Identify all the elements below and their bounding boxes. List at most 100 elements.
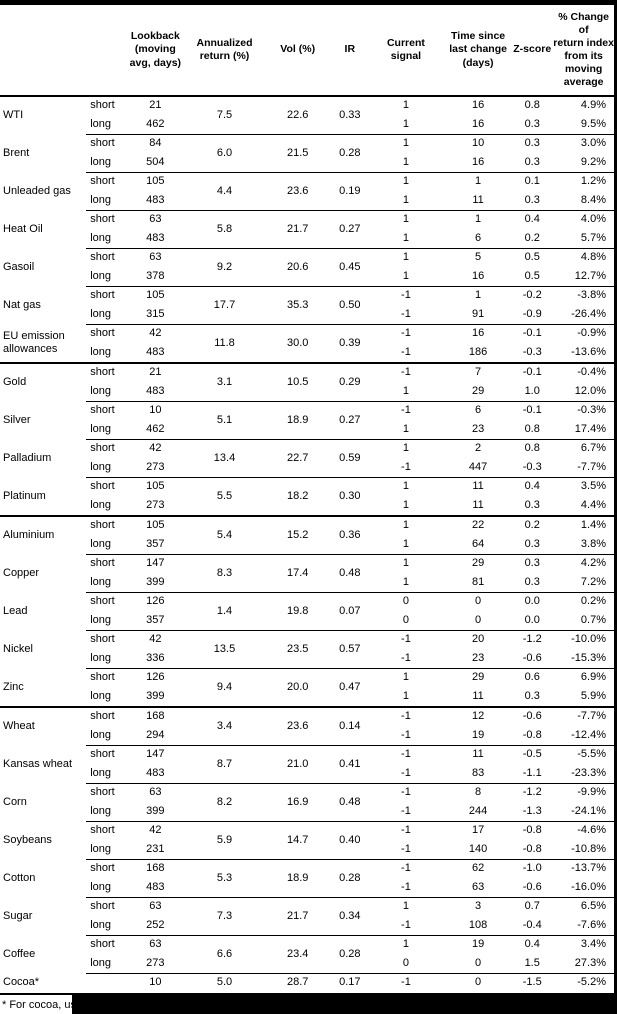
signal-value: -1 (401, 460, 411, 473)
time-since-value: 10 (445, 134, 512, 154)
lookback-value: 21 (124, 362, 187, 383)
commodity-row: Coffee short 63 6.6 23.4 0.28 1 19 0.4 3.4% (0, 935, 616, 974)
vol-value: 18.9 (262, 401, 333, 440)
annualized-return-value: 9.2 (186, 248, 263, 287)
commodity-name: Aluminium (0, 515, 87, 555)
commodity-name: Platinum (3, 489, 46, 502)
commodity-row-long-leg: long 378 1 16 0.5 12.7% (0, 268, 616, 287)
annualized-return-value: 13.4 (186, 439, 263, 478)
ir-value: 0.39 (332, 324, 367, 363)
z-score-value: -0.4 (522, 918, 542, 931)
commodity-name: Gold (0, 362, 87, 402)
signal-value: 0 (402, 613, 409, 626)
time-since-value: 244 (468, 804, 488, 817)
leg-label: long (90, 117, 111, 130)
lookback-value: 399 (146, 575, 165, 588)
signal-value: -1 (366, 362, 446, 383)
time-since-value: 29 (445, 554, 512, 574)
leg-label: short (86, 134, 125, 154)
leg-label: long (90, 842, 111, 855)
commodity-row: Wheat short 168 3.4 23.6 0.14 -1 12 -0.6 -7.7% (0, 706, 616, 746)
time-since-value: 16 (445, 95, 512, 116)
pct-change-value: -9.9% (553, 783, 616, 803)
commodity-row-long-leg: long 336 -1 23 -0.6 -15.3% (0, 650, 616, 669)
leg-label: long (90, 460, 111, 473)
annualized-return-value: 5.9 (186, 821, 263, 860)
signal-value: 1 (366, 134, 446, 154)
leg-label: long (90, 613, 111, 626)
signal-value: 1 (402, 537, 409, 550)
z-score-value: -0.8 (511, 821, 554, 841)
time-since-value: 186 (468, 345, 488, 358)
vol-value: 30.0 (262, 324, 333, 363)
ir-value: 0.47 (332, 668, 367, 707)
leg-label: long (90, 307, 111, 320)
vol-value: 22.6 (262, 95, 333, 135)
commodity-name: Heat Oil (3, 222, 43, 235)
time-since-value: 16 (445, 324, 512, 344)
lookback-value: 336 (146, 651, 165, 664)
commodity-row-long-leg: long 294 -1 19 -0.8 -12.4% (0, 727, 616, 746)
signal-value: 1 (366, 897, 446, 917)
commodity-row: Lead short 126 1.4 19.8 0.07 0 0 0.0 0.2% (0, 592, 616, 631)
z-score-value: 0.3 (524, 193, 540, 206)
commodity-name: Wheat (0, 706, 87, 746)
commodity-row-long-leg: long 357 0 0 0.0 0.7% (0, 612, 616, 631)
time-since-value: 16 (471, 269, 485, 282)
commodity-name: Soybeans (3, 833, 52, 846)
pct-change-value: -26.4% (571, 307, 606, 320)
z-score-value: -0.1 (511, 362, 554, 383)
signal-value: -1 (401, 804, 411, 817)
pct-change-value: -10.0% (553, 630, 616, 650)
col-header-current-signal: Current signal (366, 5, 446, 97)
z-score-value: 0.8 (524, 422, 540, 435)
leg-label: short (86, 745, 125, 765)
signal-value: 1 (402, 689, 409, 702)
leg-label: short (86, 477, 125, 497)
commodity-name: Gasoil (3, 260, 35, 273)
annualized-return-value: 7.5 (186, 95, 263, 135)
z-score-value: 0.0 (511, 592, 554, 612)
pct-change-value: 3.4% (553, 935, 616, 955)
lookback-value: 168 (124, 859, 187, 879)
time-since-value: 62 (445, 859, 512, 879)
leg-label: long (90, 689, 111, 702)
vol-value: 22.7 (262, 439, 333, 478)
lookback-value: 483 (146, 345, 165, 358)
time-since-value: 91 (471, 307, 485, 320)
annualized-return-value: 6.6 (186, 935, 263, 974)
vol-value: 10.5 (262, 362, 333, 402)
ir-value: 0.34 (332, 897, 367, 936)
vol-value: 14.7 (262, 821, 333, 860)
col-header-vol: Vol (%) (262, 5, 333, 97)
lookback-value: 294 (146, 728, 165, 741)
ir-value: 0.28 (332, 935, 367, 974)
commodity-row-long-leg: long 504 1 16 0.3 9.2% (0, 154, 616, 173)
annualized-return-value: 9.4 (186, 668, 263, 707)
leg-label: short (86, 515, 125, 536)
lookback-value: 462 (146, 117, 165, 130)
signal-value: -1 (401, 842, 411, 855)
leg-label (86, 973, 125, 994)
leg-label: short (86, 172, 125, 192)
commodity-name: Sugar (3, 909, 33, 922)
signal-value: 1 (366, 477, 446, 497)
lookback-value: 10 (124, 973, 187, 994)
time-since-value: 81 (471, 575, 485, 588)
lookback-value: 483 (146, 193, 165, 206)
pct-change-value: 6.9% (553, 668, 616, 688)
lookback-value: 273 (146, 956, 165, 969)
z-score-value: 0.2 (511, 515, 554, 536)
z-score-value: -0.5 (511, 745, 554, 765)
ir-value: 0.29 (332, 362, 367, 402)
lookback-value: 147 (124, 554, 187, 574)
signal-value: -1 (401, 345, 411, 358)
annualized-return-value: 11.8 (186, 324, 263, 363)
leg-label: short (86, 439, 125, 459)
leg-label: short (86, 554, 125, 574)
leg-label: long (90, 651, 111, 664)
leg-label: long (90, 956, 111, 969)
leg-label: long (90, 804, 111, 817)
commodity-name: Kansas wheat (3, 757, 73, 770)
commodity-row-long-leg: long 483 -1 83 -1.1 -23.3% (0, 765, 616, 784)
